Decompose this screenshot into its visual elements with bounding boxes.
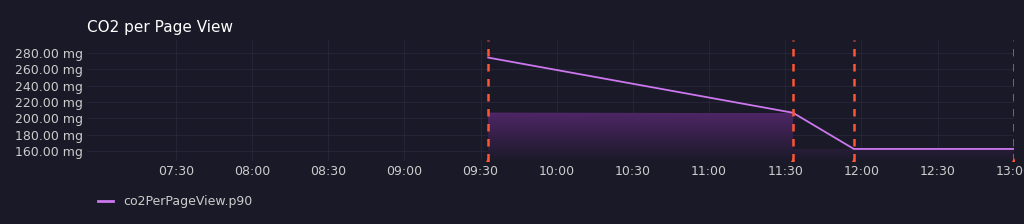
Legend: co2PerPageView.p90: co2PerPageView.p90 — [93, 190, 258, 213]
Text: CO2 per Page View: CO2 per Page View — [87, 20, 233, 35]
